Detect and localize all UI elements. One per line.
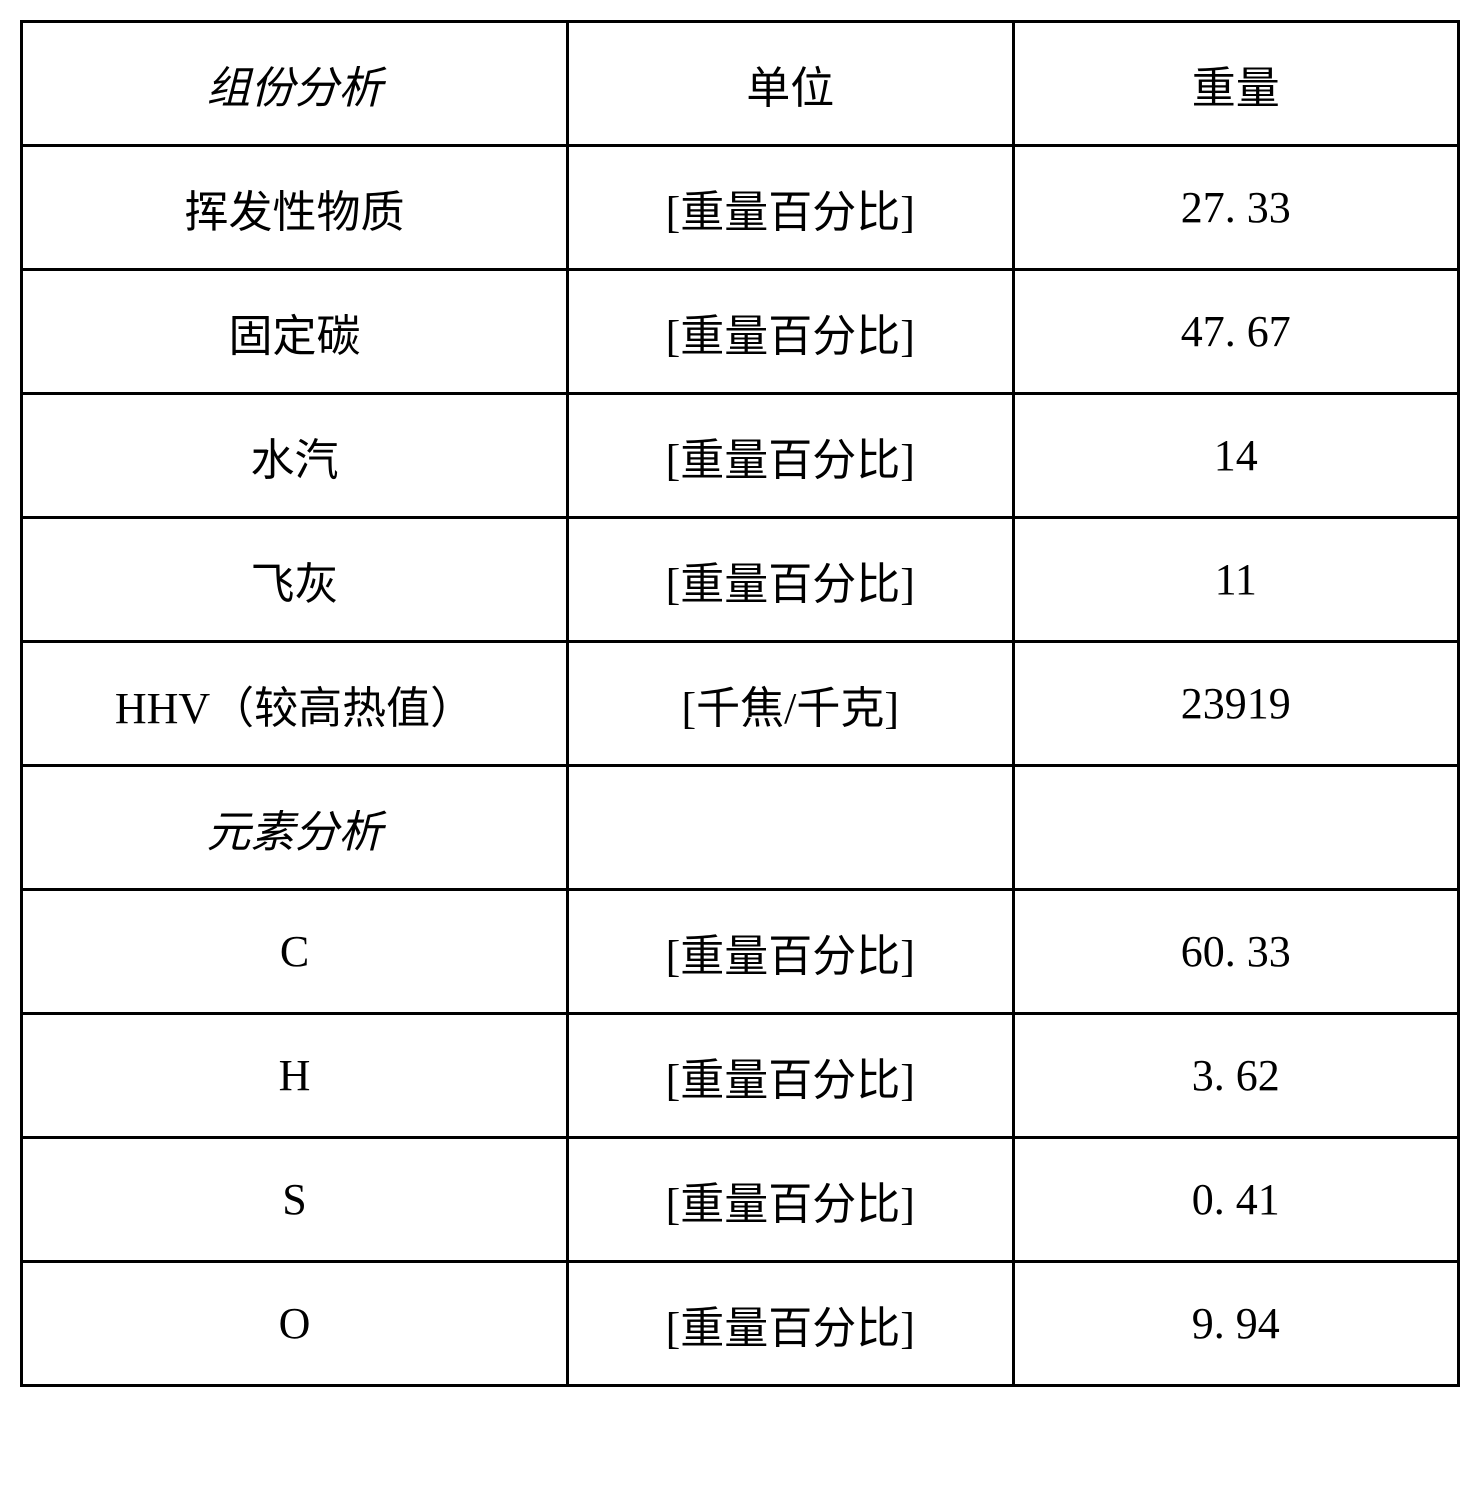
table-row: H [重量百分比] 3. 62 <box>22 1014 1459 1138</box>
table-row: 固定碳 [重量百分比] 47. 67 <box>22 270 1459 394</box>
cell-unit: [重量百分比] <box>568 890 1013 1014</box>
cell-empty <box>1013 766 1458 890</box>
cell-value: 27. 33 <box>1013 146 1458 270</box>
analysis-table-container: 组份分析 单位 重量 挥发性物质 [重量百分比] 27. 33 固定碳 [重量百… <box>20 20 1460 1387</box>
cell-unit: [重量百分比] <box>568 394 1013 518</box>
table-row: 飞灰 [重量百分比] 11 <box>22 518 1459 642</box>
cell-carbon: C <box>22 890 568 1014</box>
table-row: S [重量百分比] 0. 41 <box>22 1138 1459 1262</box>
cell-component-analysis-header: 组份分析 <box>22 22 568 146</box>
cell-unit: [重量百分比] <box>568 1262 1013 1386</box>
cell-element-analysis-header: 元素分析 <box>22 766 568 890</box>
cell-volatile-matter: 挥发性物质 <box>22 146 568 270</box>
cell-value: 9. 94 <box>1013 1262 1458 1386</box>
cell-value: 23919 <box>1013 642 1458 766</box>
table-row: 挥发性物质 [重量百分比] 27. 33 <box>22 146 1459 270</box>
cell-unit: [重量百分比] <box>568 1014 1013 1138</box>
cell-fly-ash: 飞灰 <box>22 518 568 642</box>
cell-moisture: 水汽 <box>22 394 568 518</box>
cell-fixed-carbon: 固定碳 <box>22 270 568 394</box>
cell-unit: [重量百分比] <box>568 270 1013 394</box>
cell-oxygen: O <box>22 1262 568 1386</box>
cell-unit: [重量百分比] <box>568 146 1013 270</box>
cell-empty <box>568 766 1013 890</box>
cell-unit-header: 单位 <box>568 22 1013 146</box>
table-body: 组份分析 单位 重量 挥发性物质 [重量百分比] 27. 33 固定碳 [重量百… <box>22 22 1459 1386</box>
table-row: 元素分析 <box>22 766 1459 890</box>
cell-unit: [重量百分比] <box>568 518 1013 642</box>
cell-unit: [重量百分比] <box>568 1138 1013 1262</box>
cell-value: 14 <box>1013 394 1458 518</box>
table-row: 组份分析 单位 重量 <box>22 22 1459 146</box>
table-row: 水汽 [重量百分比] 14 <box>22 394 1459 518</box>
cell-sulfur: S <box>22 1138 568 1262</box>
analysis-table: 组份分析 单位 重量 挥发性物质 [重量百分比] 27. 33 固定碳 [重量百… <box>20 20 1460 1387</box>
cell-hydrogen: H <box>22 1014 568 1138</box>
cell-value: 47. 67 <box>1013 270 1458 394</box>
cell-value: 0. 41 <box>1013 1138 1458 1262</box>
cell-hhv: HHV（较高热值） <box>22 642 568 766</box>
table-row: O [重量百分比] 9. 94 <box>22 1262 1459 1386</box>
cell-value: 60. 33 <box>1013 890 1458 1014</box>
cell-unit: [千焦/千克] <box>568 642 1013 766</box>
cell-value: 3. 62 <box>1013 1014 1458 1138</box>
cell-weight-header: 重量 <box>1013 22 1458 146</box>
table-row: C [重量百分比] 60. 33 <box>22 890 1459 1014</box>
table-row: HHV（较高热值） [千焦/千克] 23919 <box>22 642 1459 766</box>
cell-value: 11 <box>1013 518 1458 642</box>
